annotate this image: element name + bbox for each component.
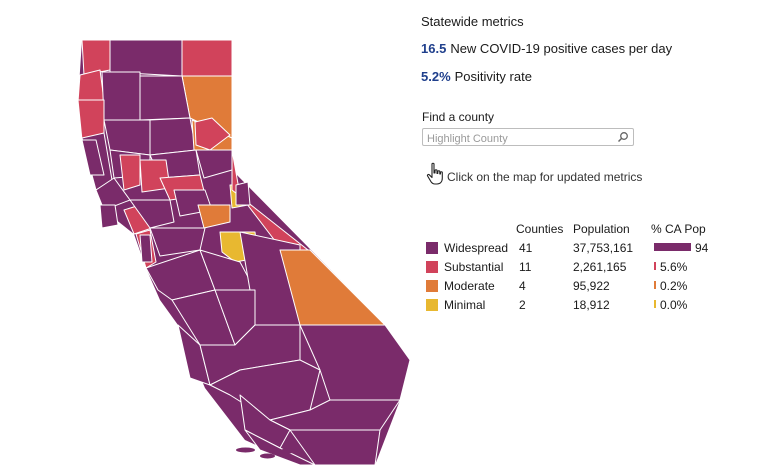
county-region[interactable]: [235, 181, 251, 206]
tier-pct: 0.0%: [660, 298, 688, 312]
california-county-map[interactable]: [0, 0, 410, 475]
county-region[interactable]: [194, 117, 231, 151]
county-region[interactable]: [101, 71, 141, 121]
tier-counties: 4: [519, 279, 526, 293]
island: [236, 447, 255, 453]
island: [260, 453, 275, 459]
county-region[interactable]: [197, 204, 231, 229]
county-region[interactable]: [81, 39, 111, 76]
tier-name: Widespread: [444, 241, 509, 255]
tier-counties: 11: [519, 260, 532, 274]
county-region[interactable]: [139, 234, 153, 263]
pct-bar: [654, 281, 656, 289]
pct-bar: [654, 262, 656, 270]
county-search-box[interactable]: [422, 128, 634, 147]
pointer-hand-icon: [426, 162, 443, 185]
cases-per-day-value: 16.5: [421, 41, 447, 56]
county-region[interactable]: [77, 69, 105, 103]
legend-row-minimal: Minimal 2 18,912 0.0%: [421, 296, 751, 314]
positivity-rate-metric: 5.2% Positivity rate: [421, 69, 532, 84]
legend-row-moderate: Moderate 4 95,922 0.2%: [421, 277, 751, 295]
tier-pct: 0.2%: [660, 279, 688, 293]
find-county-label: Find a county: [422, 110, 495, 124]
pct-bar: [654, 243, 691, 251]
tier-counties: 2: [519, 298, 526, 312]
tier-population: 2,261,165: [573, 260, 627, 274]
statewide-metrics-title: Statewide metrics: [421, 14, 524, 29]
ca-pop-header: % CA Pop: [651, 222, 706, 236]
tier-population: 95,922: [573, 279, 610, 293]
county-region[interactable]: [209, 359, 321, 421]
island: [280, 448, 296, 454]
county-region[interactable]: [129, 199, 175, 229]
tier-pct: 94: [695, 241, 709, 255]
cases-per-day-label: New COVID-19 positive cases per day: [450, 41, 673, 56]
substantial-swatch: [426, 261, 438, 273]
pct-bar: [654, 300, 656, 308]
population-header: Population: [573, 222, 630, 236]
tier-name: Moderate: [444, 279, 495, 293]
positivity-rate-label: Positivity rate: [454, 69, 532, 84]
county-region[interactable]: [181, 39, 233, 77]
county-region[interactable]: [244, 429, 316, 466]
moderate-swatch: [426, 280, 438, 292]
county-region[interactable]: [119, 154, 141, 191]
county-region[interactable]: [239, 394, 291, 449]
cases-per-day-metric: 16.5 New COVID-19 positive cases per day: [421, 41, 672, 56]
county-region[interactable]: [139, 75, 191, 121]
tier-population: 37,753,161: [573, 241, 634, 255]
counties-header: Counties: [516, 222, 564, 236]
tier-name: Substantial: [444, 260, 504, 274]
legend-row-widespread: Widespread 41 37,753,161 94: [421, 239, 751, 257]
county-region[interactable]: [149, 117, 197, 156]
county-region[interactable]: [289, 429, 381, 466]
widespread-swatch: [426, 242, 438, 254]
tier-name: Minimal: [444, 298, 486, 312]
positivity-rate-value: 5.2%: [421, 69, 451, 84]
search-icon[interactable]: [617, 131, 629, 143]
minimal-swatch: [426, 299, 438, 311]
county-region[interactable]: [109, 39, 183, 77]
tier-counties: 41: [519, 241, 533, 255]
legend-row-substantial: Substantial 11 2,261,165 5.6%: [421, 258, 751, 276]
county-search-input[interactable]: [423, 131, 612, 147]
county-region[interactable]: [81, 139, 105, 176]
map-hint-text: Click on the map for updated metrics: [447, 170, 643, 184]
tier-population: 18,912: [573, 298, 610, 312]
county-region[interactable]: [99, 204, 119, 229]
tier-pct: 5.6%: [660, 260, 688, 274]
